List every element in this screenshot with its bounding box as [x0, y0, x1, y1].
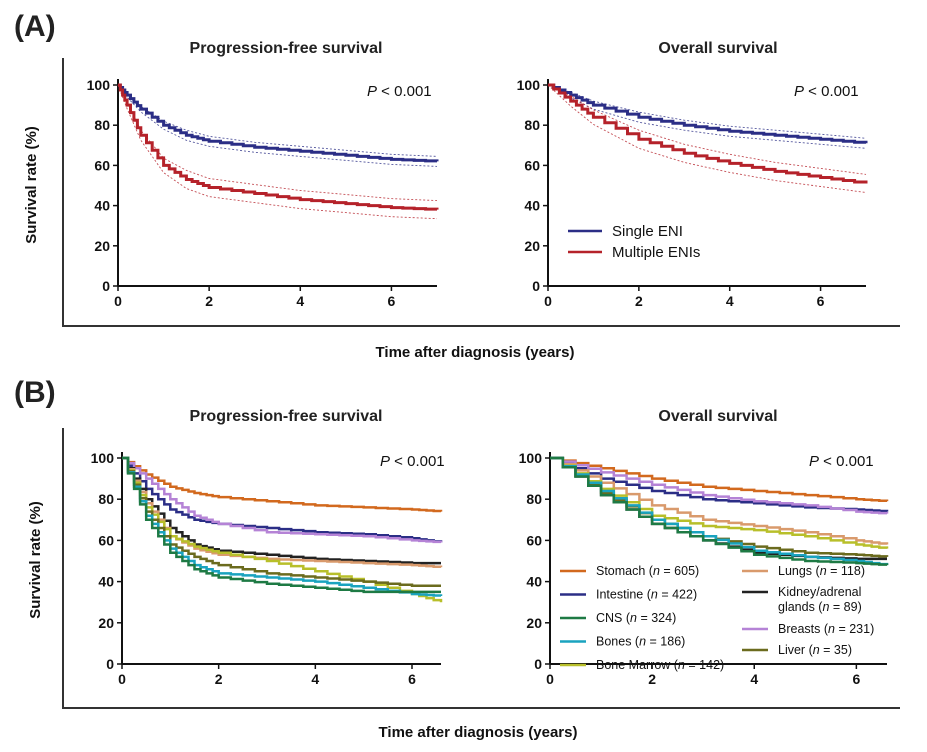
cns-survival-curve: [122, 456, 441, 594]
legend-label-liver: Liver (n = 35): [778, 643, 852, 657]
y-tick-label: 80: [524, 117, 540, 133]
chart-title: Progression-free survival: [190, 408, 383, 425]
panel-b-label: (B): [14, 376, 56, 409]
legend-label2-kidney: glands (n = 89): [778, 600, 862, 614]
y-tick-label: 40: [524, 198, 540, 214]
chart-title: Overall survival: [658, 408, 777, 425]
legend-label-bones: Bones (n = 186): [596, 635, 685, 649]
multiple-ci-lower: [547, 84, 867, 193]
p-value-label: P < 0.001: [809, 453, 874, 470]
y-tick-label: 20: [524, 238, 540, 254]
y-tick-label: 0: [532, 278, 540, 294]
y-tick-label: 100: [519, 450, 543, 466]
single-survival-curve: [548, 83, 868, 144]
x-tick-label: 6: [408, 671, 416, 687]
stomach-survival-curve: [122, 456, 443, 513]
y-tick-label: 0: [534, 656, 542, 672]
panel-a-frame: [62, 58, 900, 327]
lungs-survival-curve: [550, 456, 889, 545]
legend-label-bone_marrow: Bone Marrow (n = 142): [596, 658, 724, 672]
multiple-survival-curve: [118, 83, 439, 211]
p-value-label: P < 0.001: [367, 83, 432, 100]
chart-b-os: Overall survival P < 0.001 0 20 40 60 80 100 0 2 4…: [519, 408, 889, 687]
y-tick-label: 100: [517, 77, 541, 93]
multiple-ci-lower: [117, 84, 438, 220]
x-tick-label: 6: [388, 293, 396, 309]
p-value-label: P < 0.001: [380, 453, 445, 470]
breasts-survival-curve: [550, 456, 889, 515]
x-tick-label: 6: [817, 293, 825, 309]
y-axis-label: Survival rate (%): [27, 501, 44, 619]
y-tick-label: 100: [91, 450, 115, 466]
multiple-ci-upper: [117, 84, 438, 202]
y-axis-label: Survival rate (%): [23, 126, 40, 244]
breasts-survival-curve: [122, 456, 443, 544]
legend-label-breasts: Breasts (n = 231): [778, 622, 874, 636]
p-value-label: P < 0.001: [794, 83, 859, 100]
x-tick-label: 2: [215, 671, 223, 687]
x-tick-label: 4: [726, 293, 734, 309]
x-tick-label: 4: [311, 671, 319, 687]
legend-label-lungs: Lungs (n = 118): [778, 564, 865, 578]
x-tick-label: 2: [648, 671, 656, 687]
chart-title: Overall survival: [658, 40, 777, 57]
single-ci-upper: [547, 84, 867, 139]
panel-a-xlabel: Time after diagnosis (years): [376, 344, 575, 361]
panel-b-xlabel: Time after diagnosis (years): [379, 724, 578, 741]
y-tick-label: 60: [98, 532, 114, 548]
y-tick-label: 20: [526, 615, 542, 631]
legend-label-single: Single ENI: [612, 223, 683, 240]
x-tick-label: 0: [546, 671, 554, 687]
x-tick-label: 2: [635, 293, 643, 309]
y-tick-label: 60: [94, 157, 110, 173]
single-ci-lower: [547, 84, 867, 149]
legend-label-multiple: Multiple ENIs: [612, 244, 700, 261]
cns-survival-curve: [550, 456, 889, 566]
y-tick-label: 40: [94, 198, 110, 214]
y-tick-label: 80: [98, 491, 114, 507]
y-tick-label: 20: [94, 238, 110, 254]
multiple-ci-upper: [547, 84, 867, 175]
x-tick-label: 0: [114, 293, 122, 309]
single-survival-curve: [118, 83, 439, 163]
x-tick-label: 0: [118, 671, 126, 687]
legend-label-kidney: Kidney/adrenal: [778, 585, 861, 599]
y-tick-label: 60: [526, 532, 542, 548]
y-tick-label: 0: [106, 656, 114, 672]
stomach-survival-curve: [550, 456, 889, 502]
y-tick-label: 80: [94, 117, 110, 133]
x-tick-label: 2: [205, 293, 213, 309]
legend-label-stomach: Stomach (n = 605): [596, 564, 699, 578]
legend-label-cns: CNS (n = 324): [596, 611, 676, 625]
y-tick-label: 40: [526, 574, 542, 590]
multiple-survival-curve: [548, 83, 868, 184]
x-tick-label: 0: [544, 293, 552, 309]
legend-label-intestine: Intestine (n = 422): [596, 588, 697, 602]
y-tick-label: 20: [98, 615, 114, 631]
panel-a-label: (A): [14, 10, 56, 43]
chart-a-os: Overall survival P < 0.001 0 20 40 60 80 100 0 2 4…: [517, 40, 868, 309]
y-tick-label: 100: [87, 77, 111, 93]
liver-survival-curve: [122, 456, 441, 587]
y-tick-label: 40: [98, 574, 114, 590]
x-tick-label: 4: [750, 671, 758, 687]
chart-title: Progression-free survival: [190, 40, 383, 57]
x-tick-label: 4: [296, 293, 304, 309]
y-tick-label: 0: [102, 278, 110, 294]
y-tick-label: 60: [524, 157, 540, 173]
y-tick-label: 80: [526, 491, 542, 507]
panel-b-frame: [62, 428, 900, 709]
x-tick-label: 6: [852, 671, 860, 687]
